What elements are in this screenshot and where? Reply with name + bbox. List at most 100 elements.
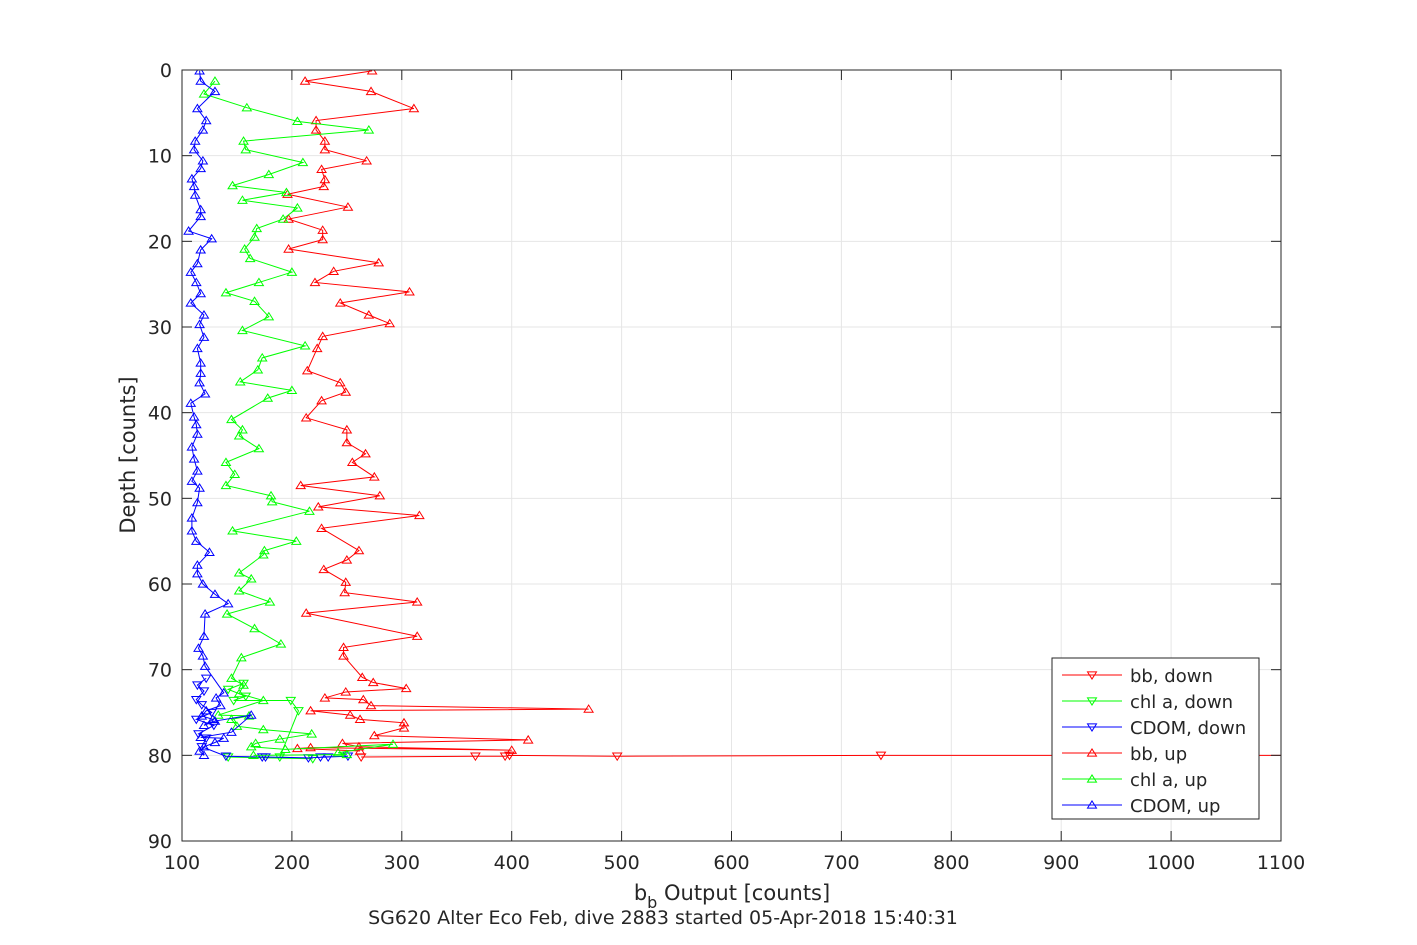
data-point <box>400 683 412 693</box>
series-line <box>361 754 1281 758</box>
data-point <box>304 506 315 515</box>
y-tick-label: 60 <box>148 574 172 596</box>
data-point <box>318 181 330 191</box>
data-point <box>257 549 269 559</box>
data-point <box>200 115 212 125</box>
legend-label: chl a, up <box>1130 770 1207 791</box>
data-point <box>191 568 203 578</box>
data-point <box>291 116 303 126</box>
data-point <box>250 738 262 747</box>
data-point <box>207 714 219 724</box>
data-point <box>186 476 198 485</box>
data-point <box>210 692 222 702</box>
legend-item: bb, down <box>1062 666 1213 687</box>
data-point <box>195 288 207 298</box>
data-point <box>413 510 425 520</box>
data-point <box>218 733 230 742</box>
legend-item: bb, up <box>1062 744 1187 765</box>
data-point <box>368 471 380 481</box>
data-point <box>195 211 207 221</box>
legend-item: CDOM, up <box>1062 796 1220 817</box>
y-tick-label: 20 <box>148 231 172 253</box>
data-point <box>281 187 292 197</box>
data-point <box>361 155 373 165</box>
data-point <box>218 687 230 697</box>
series-line <box>203 80 394 756</box>
legend-marker <box>1086 697 1098 706</box>
data-point <box>285 696 297 706</box>
data-point <box>249 232 260 241</box>
data-point <box>190 536 202 545</box>
data-point <box>290 536 302 545</box>
data-point <box>220 287 232 297</box>
x-axis-label: bb Output [counts] <box>634 881 830 912</box>
data-point <box>356 672 368 682</box>
data-point <box>264 596 276 606</box>
data-point <box>363 310 375 319</box>
data-point <box>354 714 366 724</box>
data-point <box>398 717 410 727</box>
data-point <box>338 650 349 660</box>
data-point <box>186 173 198 183</box>
data-point <box>190 696 202 705</box>
legend-box <box>1051 657 1260 820</box>
data-point <box>317 225 329 234</box>
data-point <box>227 525 238 535</box>
data-point <box>360 448 371 458</box>
data-point <box>340 577 352 586</box>
data-point <box>319 136 331 145</box>
legend-label: bb, down <box>1130 666 1213 687</box>
data-point <box>239 244 251 253</box>
data-point <box>198 741 210 751</box>
data-point <box>245 741 257 751</box>
data-point <box>186 513 198 522</box>
data-point <box>222 753 234 763</box>
data-point <box>293 707 304 716</box>
data-point <box>195 163 207 173</box>
x-tick-label: 600 <box>713 852 749 874</box>
data-point <box>286 385 298 395</box>
x-axis-label-subscript: b <box>647 893 657 912</box>
data-point <box>185 267 197 276</box>
data-point <box>504 751 515 761</box>
series-0 <box>355 751 1281 763</box>
data-point <box>209 737 221 747</box>
series-5 <box>183 70 257 759</box>
data-point <box>197 124 209 134</box>
series-4 <box>198 76 399 759</box>
data-point <box>286 267 298 276</box>
x-tick-label: 200 <box>274 852 310 874</box>
y-tick-label: 10 <box>148 146 172 168</box>
data-point <box>195 368 207 377</box>
x-axis-label-main: b <box>634 881 647 905</box>
data-point <box>235 652 247 662</box>
data-point <box>291 202 303 212</box>
data-point <box>305 705 316 715</box>
data-point <box>384 318 396 328</box>
x-tick-label: 400 <box>494 852 530 874</box>
data-point <box>195 244 207 254</box>
x-axis-ticks: 100 200 300 400 500 600 700 800 900 1000 1100 <box>164 70 1305 874</box>
legend-marker <box>1086 774 1098 783</box>
data-point <box>209 86 221 96</box>
legend: bb, down chl a, down CDOM, down bb, up chl a… <box>1051 657 1260 820</box>
data-point <box>374 490 386 500</box>
data-point <box>291 743 303 753</box>
data-point <box>198 310 210 319</box>
data-point <box>209 76 221 85</box>
data-point <box>365 86 377 96</box>
data-point <box>199 388 211 398</box>
data-point <box>411 596 423 606</box>
data-point <box>316 395 327 405</box>
data-point <box>188 411 200 421</box>
data-point <box>191 429 203 438</box>
data-point <box>198 631 210 640</box>
y-tick-label: 30 <box>148 317 172 339</box>
data-point <box>209 716 221 725</box>
data-point <box>190 277 202 287</box>
data-point <box>245 710 257 719</box>
x-tick-label: 1000 <box>1147 852 1195 874</box>
data-point <box>312 501 324 511</box>
data-point <box>226 673 237 682</box>
